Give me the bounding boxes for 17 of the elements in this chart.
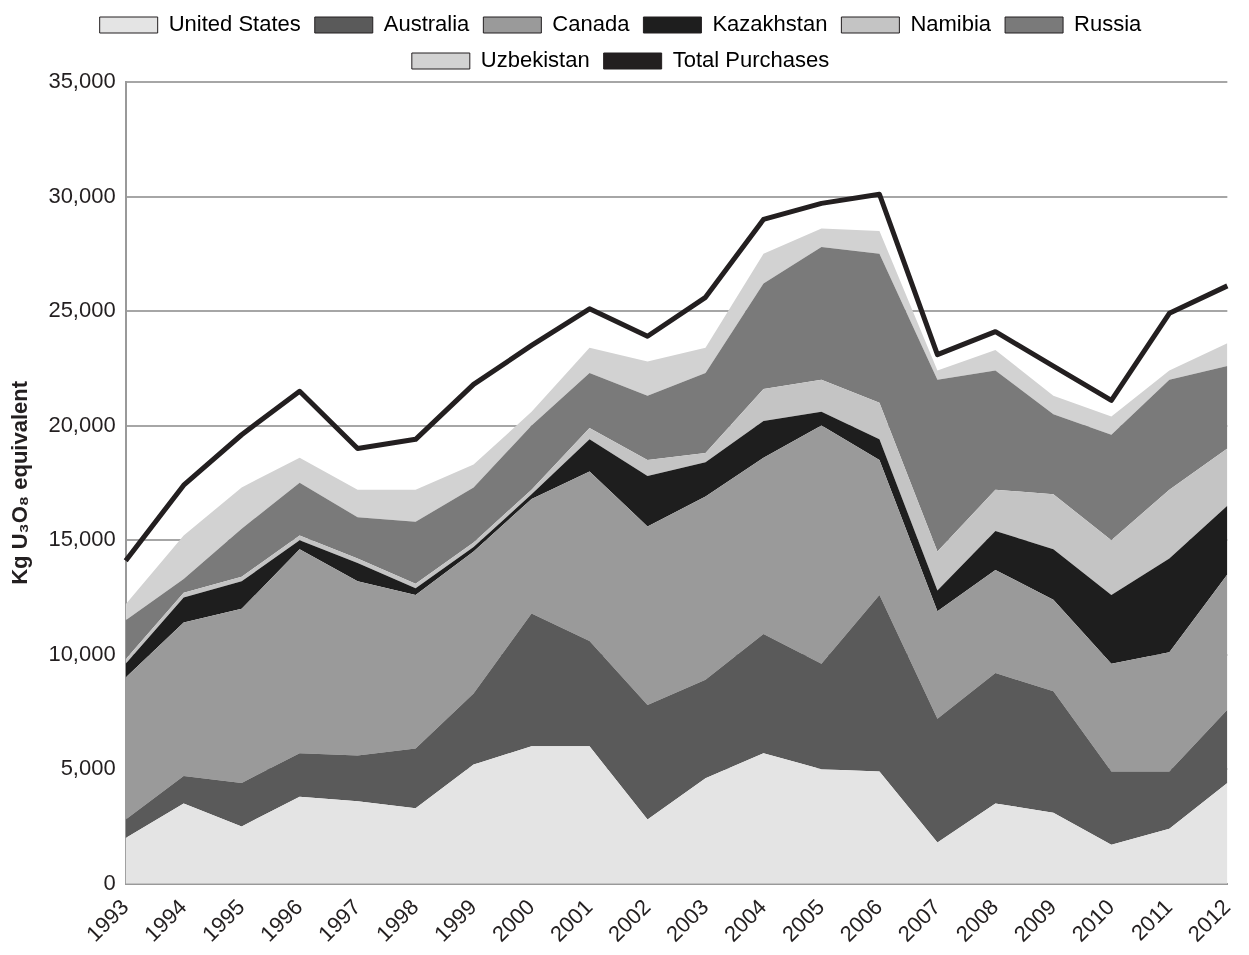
y-tick-label: 0 <box>103 869 116 895</box>
y-tick-label: 25,000 <box>48 297 116 323</box>
y-tick-label: 20,000 <box>48 411 116 437</box>
legend-label: United States <box>168 11 301 37</box>
legend-label: Canada <box>552 11 631 37</box>
y-tick-label: 35,000 <box>48 68 116 94</box>
y-tick-label: 15,000 <box>48 526 116 552</box>
y-axis-title: Kg U₃O₈ equivalent <box>7 380 33 585</box>
y-tick-label: 5,000 <box>60 755 116 781</box>
y-tick-label: 10,000 <box>48 640 116 666</box>
legend-label: Total Purchases <box>672 47 830 73</box>
y-tick-label: 30,000 <box>48 182 116 208</box>
legend-label: Kazakhstan <box>712 11 828 37</box>
legend-label: Russia <box>1074 11 1143 37</box>
legend-label: Namibia <box>910 11 992 37</box>
legend-label: Australia <box>383 11 471 37</box>
legend-label: Uzbekistan <box>480 47 590 73</box>
